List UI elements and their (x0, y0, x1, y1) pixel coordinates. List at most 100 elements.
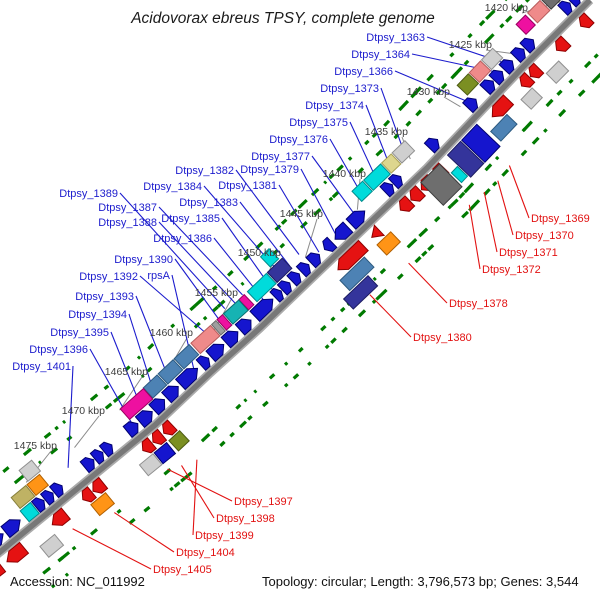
orf-dash (398, 99, 410, 112)
gene-arrow (174, 367, 199, 391)
ruler-label: 1435 kbp (365, 126, 408, 138)
gene-label-leader (181, 465, 215, 519)
gene-arrow (334, 221, 354, 240)
orf-dash (219, 440, 226, 447)
page-title: Acidovorax ebreus TPSY, complete genome (130, 10, 435, 27)
orf-dash (42, 566, 52, 575)
gene-label: Dtpsy_1397 (234, 496, 293, 508)
orf-dash (583, 60, 592, 69)
orf-dash (426, 73, 434, 82)
gene-arrow (98, 441, 114, 458)
orf-dash (54, 425, 59, 431)
gene-block (210, 319, 227, 336)
orf-dash (143, 505, 151, 513)
gene-block (246, 272, 277, 303)
orf-dash (458, 191, 466, 199)
orf-dash (140, 374, 145, 379)
orf-dash (494, 155, 500, 161)
gene-arrow (498, 59, 515, 75)
gene-label: Dtpsy_1396 (29, 344, 88, 356)
gene-label: Dtpsy_1387 (98, 202, 157, 214)
gene-arrow (0, 533, 4, 547)
gene-arrow (578, 12, 595, 29)
orf-dash (521, 127, 527, 133)
orf-dash (136, 355, 142, 360)
gene-block (362, 163, 392, 192)
gene-label: Dtpsy_1401 (12, 361, 71, 373)
gene-arrow (51, 507, 72, 526)
orf-dash (485, 9, 496, 21)
gene-arrow (81, 486, 98, 503)
ruler-label: 1440 kbp (323, 168, 366, 180)
ruler-label: 1470 kbp (62, 405, 105, 417)
orf-dash (320, 324, 327, 332)
gene-label-leader (113, 512, 175, 553)
orf-dash (22, 447, 33, 457)
ruler-label: 1455 kbp (195, 287, 238, 299)
gene-label-leader (508, 165, 530, 219)
orf-dash (492, 181, 498, 187)
orf-dash (292, 373, 300, 380)
gene-block (520, 87, 544, 110)
gene-label-leader (158, 206, 243, 296)
gene-label: Dtpsy_1372 (482, 264, 541, 276)
gene-arrow (39, 489, 55, 506)
gene-block (391, 139, 416, 164)
orf-dash (461, 210, 470, 219)
gene-arrow (0, 519, 21, 539)
gene-label: Dtpsy_1385 (161, 213, 220, 225)
gene-label: Dtpsy_1371 (499, 247, 558, 259)
orf-dash (520, 149, 528, 157)
orf-dash (478, 19, 486, 27)
ruler-label: 1465 kbp (105, 366, 148, 378)
orf-dash (226, 270, 234, 277)
orf-dash (328, 196, 334, 202)
gene-label-leader (235, 169, 300, 255)
orf-dash (484, 33, 495, 45)
gene-label: Dtpsy_1377 (251, 151, 310, 163)
orf-dash (89, 393, 99, 402)
gene-arrow (160, 385, 179, 404)
gene-arrow (398, 195, 416, 212)
gene-arrow (0, 563, 7, 577)
orf-dash (200, 433, 211, 443)
gene-label-leader (67, 365, 74, 468)
gene-label: Dtpsy_1393 (75, 291, 134, 303)
orf-dash (501, 168, 510, 177)
gene-arrow (295, 262, 311, 278)
gene-arrow (322, 236, 338, 253)
gene-arrow (479, 79, 496, 96)
ruler-label: 1420 kbp (485, 2, 528, 14)
orf-dash (415, 109, 423, 117)
gene-block (339, 256, 375, 292)
orf-dash (568, 78, 574, 84)
orf-dash (180, 471, 193, 483)
gene-label: Dtpsy_1370 (515, 230, 574, 242)
orf-dash (467, 33, 473, 39)
orf-dash (13, 473, 26, 485)
gene-arrow (509, 47, 526, 64)
orf-dash (146, 366, 153, 373)
gene-block (480, 47, 504, 71)
gene-block (259, 247, 280, 268)
orf-dash (262, 400, 269, 408)
orf-dash (372, 276, 377, 282)
orf-dash (112, 391, 126, 404)
gene-arrow (491, 94, 515, 118)
orf-dash (514, 4, 524, 13)
gene-block (142, 374, 168, 399)
orf-dash (247, 415, 253, 421)
orf-dash (375, 288, 388, 301)
ruler-label: 1445 kbp (280, 208, 323, 220)
gene-block (138, 453, 163, 477)
orf-dash (414, 256, 422, 264)
orf-dash (558, 108, 567, 118)
orf-dash (116, 508, 122, 514)
gene-arrow (92, 476, 109, 494)
gene-label-leader (365, 104, 389, 162)
gene-arrow (409, 185, 427, 202)
gene-block (157, 358, 184, 385)
orf-dash (64, 572, 70, 577)
gene-label-leader (158, 221, 237, 305)
